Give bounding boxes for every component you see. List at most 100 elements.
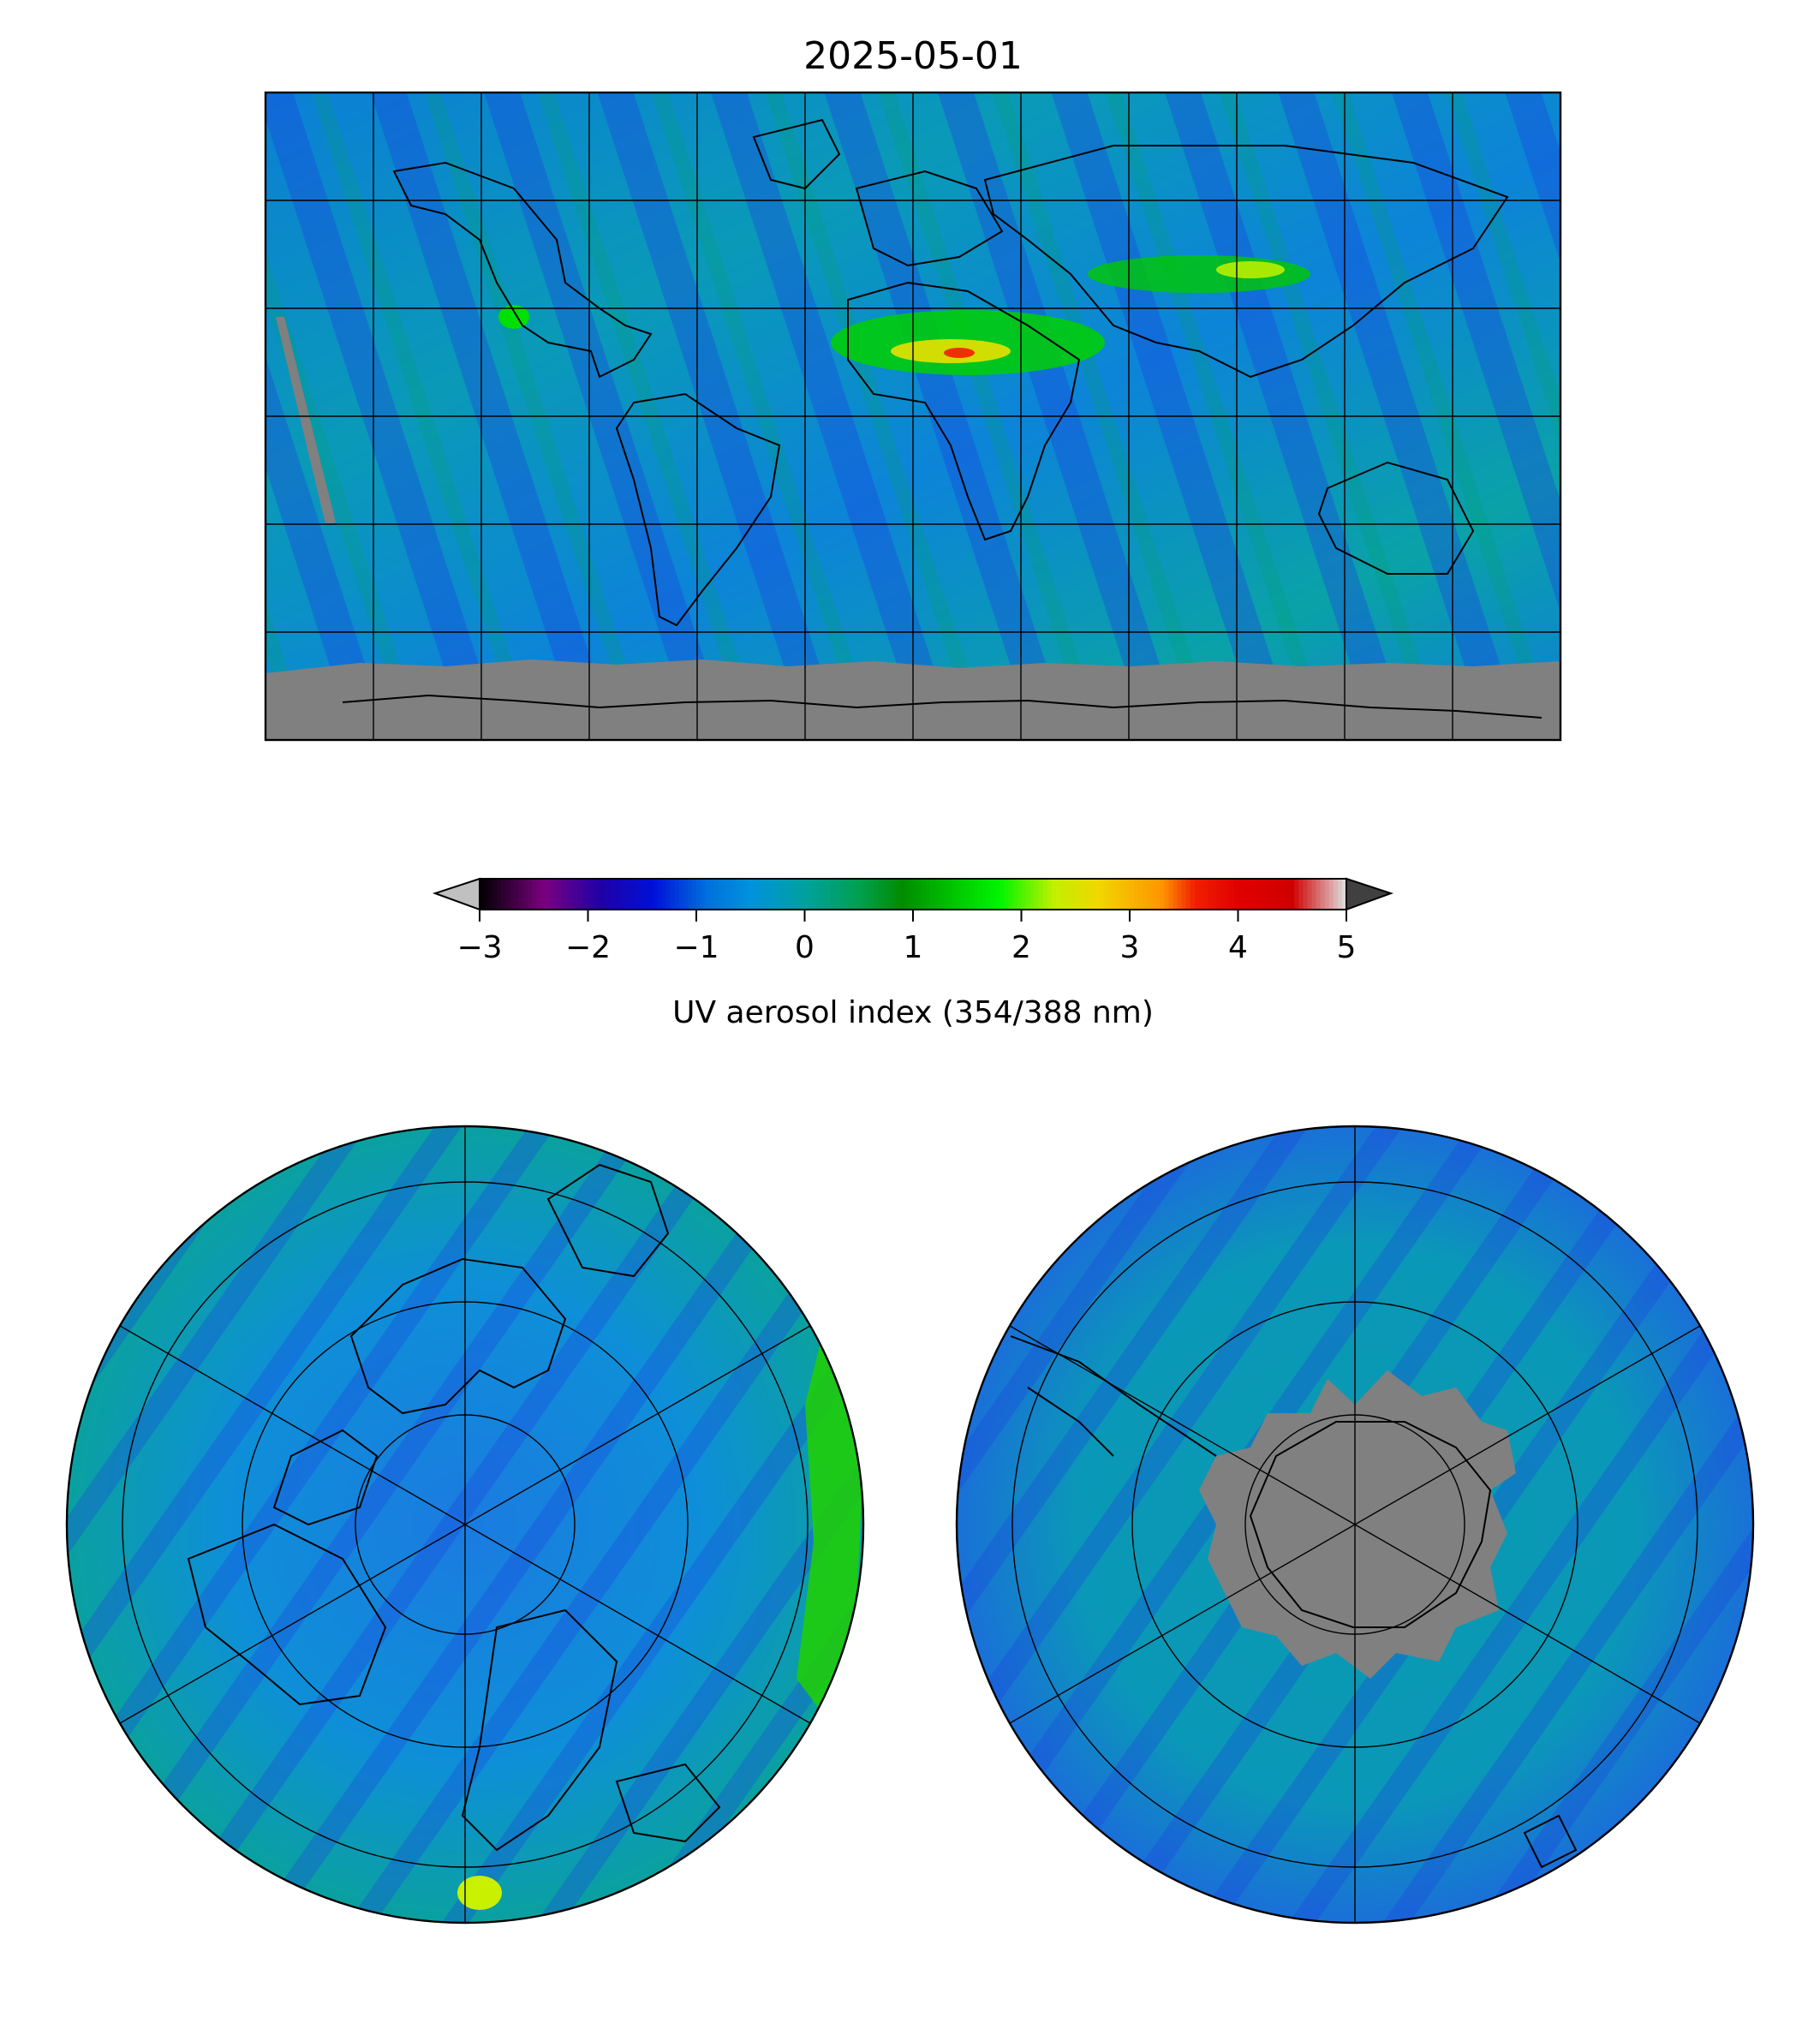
colorbar-cell	[484, 879, 489, 910]
colorbar-cell	[631, 879, 636, 910]
colorbar-cell	[640, 879, 645, 910]
colorbar-tick-label: −3	[456, 930, 502, 965]
colorbar-cell	[904, 879, 910, 910]
colorbar-cell	[1268, 879, 1274, 910]
colorbar-cell	[583, 879, 589, 910]
colorbar-tick-label: 3	[1120, 930, 1140, 965]
colorbar-cell	[588, 879, 594, 910]
colorbar-cell	[1320, 879, 1326, 910]
colorbar-cell	[1255, 879, 1261, 910]
colorbar-cell	[1107, 879, 1113, 910]
colorbar-cell	[510, 879, 516, 910]
colorbar-cell	[952, 879, 958, 910]
colorbar-cell	[592, 879, 598, 910]
colorbar-cell	[1060, 879, 1065, 910]
colorbar-cell	[891, 879, 897, 910]
colorbar-cell	[774, 879, 779, 910]
colorbar-cell	[1341, 879, 1347, 910]
colorbar-cell	[1086, 879, 1092, 910]
colorbar-cell	[800, 879, 806, 910]
colorbar-cell	[874, 879, 880, 910]
colorbar-cell	[1042, 879, 1048, 910]
colorbar-cell	[1103, 879, 1109, 910]
colorbar-cell	[657, 879, 663, 910]
colorbar-cell	[674, 879, 680, 910]
colorbar-cell	[622, 879, 628, 910]
north-polar-gridlines	[119, 1126, 811, 1923]
colorbar-cell	[878, 879, 884, 910]
colorbar-cell	[1151, 879, 1156, 910]
colorbar-cell	[783, 879, 788, 910]
colorbar-cell	[522, 879, 528, 910]
colorbar-cell	[1263, 879, 1269, 910]
colorbar-cell	[562, 879, 567, 910]
colorbar-cell	[817, 879, 823, 910]
colorbar-cell	[605, 879, 611, 910]
colorbar-cell	[527, 879, 533, 910]
colorbar-cell	[575, 879, 580, 910]
colorbar-ticks: −3 −2 −1 0 1 2 3 4 5	[456, 910, 1356, 965]
colorbar-cell	[934, 879, 940, 910]
colorbar-cell	[701, 879, 706, 910]
colorbar-cell	[830, 879, 836, 910]
colorbar-cell	[1000, 879, 1005, 910]
colorbar-cell	[514, 879, 520, 910]
north-polar-high-aerosol-edge	[797, 1336, 863, 1713]
colorbar-cell	[922, 879, 927, 910]
colorbar-cell	[1120, 879, 1126, 910]
colorbar-cell	[653, 879, 659, 910]
colorbar-cell	[779, 879, 784, 910]
colorbar-cell	[956, 879, 962, 910]
colorbar-cell	[1307, 879, 1313, 910]
colorbar-cell	[696, 879, 701, 910]
figure-title: 2025-05-01	[803, 34, 1023, 78]
colorbar-cell	[1134, 879, 1139, 910]
colorbar-cell	[748, 879, 754, 910]
south-polar-map	[955, 1125, 1755, 1925]
colorbar-cell	[852, 879, 857, 910]
colorbar-cell	[834, 879, 840, 910]
colorbar-cell	[973, 879, 979, 910]
colorbar-cell	[492, 879, 498, 910]
colorbar-cell	[713, 879, 719, 910]
colorbar-cell	[1008, 879, 1013, 910]
colorbar-cell	[718, 879, 723, 910]
colorbar-cell	[1116, 879, 1122, 910]
colorbar-cell	[705, 879, 710, 910]
colorbar-cell	[991, 879, 996, 910]
colorbar-cell	[544, 879, 550, 910]
north-polar-high-aerosol-patch	[457, 1876, 502, 1910]
colorbar-cell	[1164, 879, 1170, 910]
colorbar-cell	[1112, 879, 1118, 910]
colorbar-cell	[1250, 879, 1256, 910]
colorbar-cell	[838, 879, 844, 910]
colorbar-cell	[1077, 879, 1083, 910]
colorbar-cell	[1069, 879, 1074, 910]
colorbar-cell	[1173, 879, 1179, 910]
colorbar-cell	[648, 879, 653, 910]
colorbar-cell	[1316, 879, 1322, 910]
colorbar-cell	[1004, 879, 1009, 910]
dust-plume-sahara-peak	[944, 348, 975, 358]
colorbar-cell	[661, 879, 667, 910]
colorbar-cell	[548, 879, 554, 910]
colorbar-cell	[869, 879, 875, 910]
colorbar-cell	[480, 879, 485, 910]
colorbar-tick-label: 4	[1228, 930, 1248, 965]
colorbar-cell	[813, 879, 819, 910]
colorbar-cell	[1051, 879, 1057, 910]
colorbar-cell	[821, 879, 827, 910]
colorbar-cell	[787, 879, 792, 910]
colorbar-cell	[1130, 879, 1135, 910]
colorbar-cell	[1143, 879, 1148, 910]
colorbar-cell	[939, 879, 945, 910]
colorbar-cell	[1225, 879, 1230, 910]
colorbar-cell	[600, 879, 606, 910]
colorbar-cell	[1017, 879, 1023, 910]
colorbar-cell	[687, 879, 693, 910]
colorbar-cell	[752, 879, 758, 910]
colorbar-cell	[731, 879, 737, 910]
colorbar-cell	[1194, 879, 1200, 910]
colorbar-cell	[1181, 879, 1187, 910]
colorbar-cells	[480, 879, 1347, 910]
